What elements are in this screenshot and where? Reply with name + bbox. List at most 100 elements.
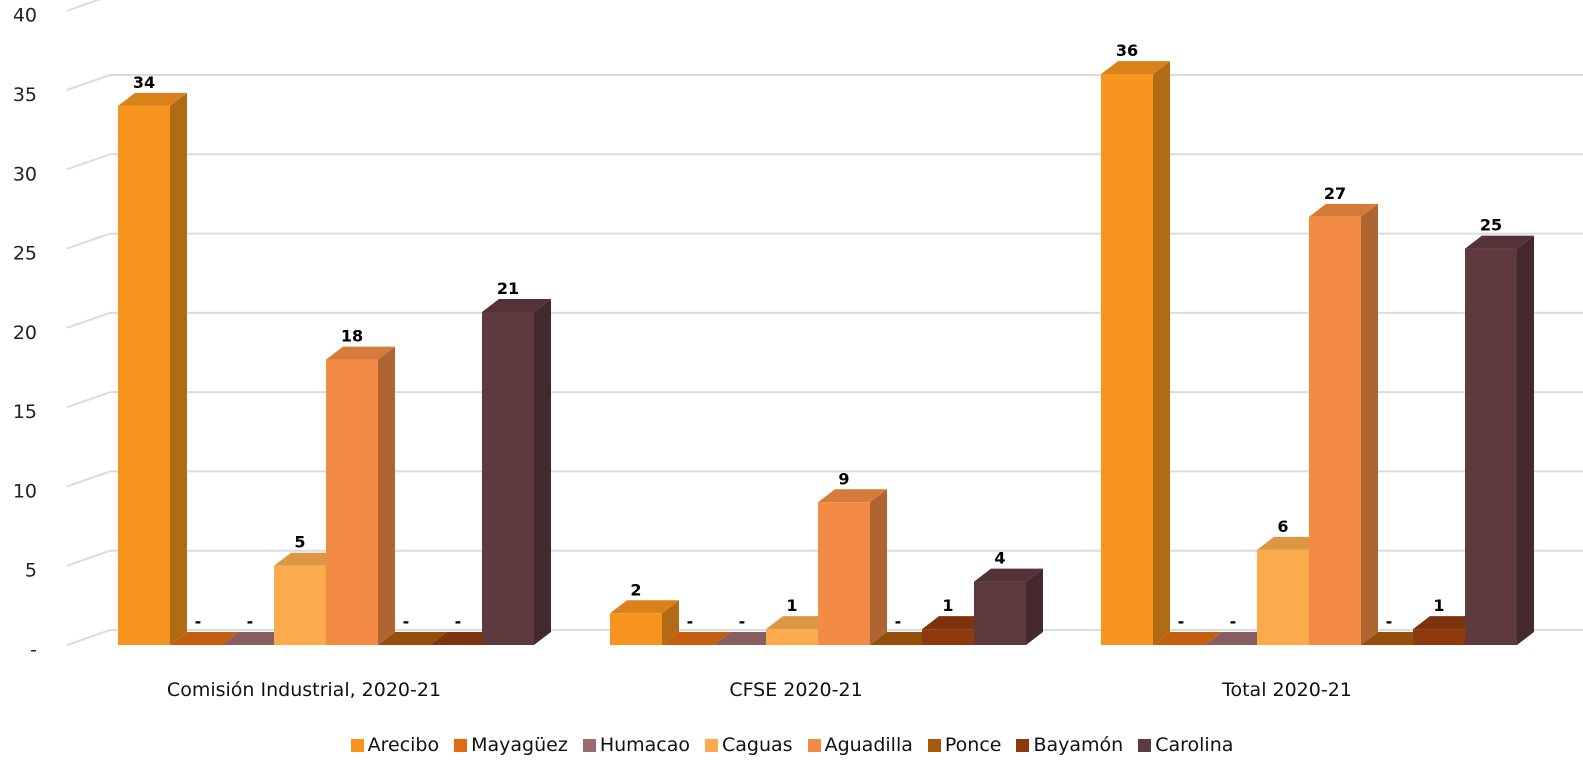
bar-carolina: 21 <box>482 279 551 645</box>
bar-top <box>1153 632 1222 645</box>
bar-top <box>170 632 239 645</box>
data-label: 21 <box>497 279 519 298</box>
legend-label: Carolina <box>1155 734 1234 756</box>
bar-front <box>482 312 534 645</box>
gridline-side <box>66 391 111 409</box>
bar-side <box>170 92 187 646</box>
legend-item: Mayagüez <box>454 734 568 756</box>
gridline-side <box>66 74 111 91</box>
bar-side <box>1153 61 1170 645</box>
category-label: Total 2020-21 <box>1221 679 1352 701</box>
gridline-side <box>66 629 111 646</box>
bar-side <box>1517 235 1534 646</box>
bar-aguadilla: 9 <box>818 469 887 645</box>
data-label: 34 <box>133 73 155 92</box>
y-axis: - 5 10 15 20 25 30 35 40 <box>13 5 37 661</box>
bar-top <box>922 616 991 630</box>
gridline-side <box>66 549 111 567</box>
y-tick-label: 15 <box>13 401 37 423</box>
legend-swatch <box>1016 738 1030 752</box>
data-label: - <box>247 612 254 631</box>
bar-top <box>482 299 551 312</box>
bar-arecibo: 36 <box>1101 41 1170 645</box>
bar-aguadilla: 27 <box>1309 184 1378 645</box>
data-label: - <box>1178 612 1185 631</box>
bar-mayagüez: - <box>1153 612 1222 645</box>
category-label: Comisión Industrial, 2020-21 <box>167 679 441 701</box>
bar-arecibo: 2 <box>610 580 679 645</box>
bar-top <box>714 632 783 645</box>
bar-top <box>430 632 499 645</box>
bar-mayagüez: - <box>170 612 239 645</box>
bar-front <box>922 629 974 645</box>
bar-front <box>274 565 326 645</box>
data-label: 25 <box>1480 216 1502 235</box>
bar-top <box>818 489 887 503</box>
bar-front <box>1413 629 1465 645</box>
bar-front <box>818 502 870 645</box>
data-label: 1 <box>1433 596 1444 615</box>
bar-front <box>610 613 662 645</box>
bar-carolina: 4 <box>974 549 1043 645</box>
data-label: 27 <box>1324 184 1346 203</box>
data-label: - <box>739 612 746 631</box>
legend: Arecibo Mayagüez Humacao Caguas Aguadilla Pon… <box>0 731 1583 759</box>
bar-front <box>118 105 170 646</box>
bar-humacao: - <box>1205 612 1274 645</box>
y-tick-label: 10 <box>13 480 37 502</box>
bar-top <box>1205 632 1274 645</box>
legend-item: Bayamón <box>1016 734 1123 756</box>
gridline-side <box>66 153 111 171</box>
data-label: - <box>895 612 902 631</box>
bar-mayagüez: - <box>662 612 731 645</box>
bar-humacao: - <box>222 612 291 645</box>
bar-ponce: - <box>1361 612 1430 645</box>
bar-bayamón: - <box>430 612 499 645</box>
bar-top <box>118 92 187 106</box>
gridline-side <box>66 0 101 12</box>
gridline-side <box>66 311 111 329</box>
legend-swatch <box>350 738 364 752</box>
data-label: 36 <box>1116 41 1138 60</box>
bar-front <box>1465 248 1517 646</box>
legend-label: Ponce <box>944 734 1002 756</box>
bar-ponce: - <box>870 612 939 645</box>
bar-side <box>870 489 887 645</box>
data-label: 18 <box>341 327 363 346</box>
legend-label: Bayamón <box>1033 734 1124 756</box>
legend-label: Caguas <box>722 734 793 756</box>
data-label: 9 <box>838 469 849 488</box>
bar-front <box>1101 74 1153 645</box>
bar-top <box>1413 616 1482 630</box>
bar-carolina: 25 <box>1465 216 1534 646</box>
y-tick-label: - <box>30 639 37 661</box>
legend-item: Humacao <box>582 734 690 756</box>
bar-top <box>326 346 395 360</box>
y-tick-label: 40 <box>13 5 37 27</box>
legend-label: Mayagüez <box>471 734 568 756</box>
bar-side <box>534 299 551 645</box>
data-label: - <box>403 612 410 631</box>
bar-top <box>974 568 1043 582</box>
data-label: - <box>195 612 202 631</box>
bar-front <box>1257 549 1309 645</box>
bar-top <box>1465 235 1534 249</box>
data-label: - <box>1386 612 1393 631</box>
data-label: 5 <box>294 533 305 552</box>
legend-item: Carolina <box>1138 734 1233 756</box>
bar-top <box>766 616 835 630</box>
bar-front <box>766 629 818 645</box>
bar-arecibo: 34 <box>118 73 187 646</box>
bars: 34 - - 5 18 - - 21 2 - - 1 9 - 1 4 36 - - 6 27 - 1 25 <box>118 41 1534 646</box>
legend-item: Ponce <box>927 734 1002 756</box>
bar-ponce: - <box>378 612 447 645</box>
bar-top <box>1361 632 1430 645</box>
bar-side <box>662 600 679 645</box>
legend-swatch <box>582 738 596 752</box>
legend-item: Aguadilla <box>807 734 913 756</box>
legend-label: Aguadilla <box>824 734 913 756</box>
bar-top <box>1257 536 1326 550</box>
data-label: - <box>687 612 694 631</box>
bar-top <box>222 632 291 645</box>
legend-swatch <box>927 738 941 752</box>
